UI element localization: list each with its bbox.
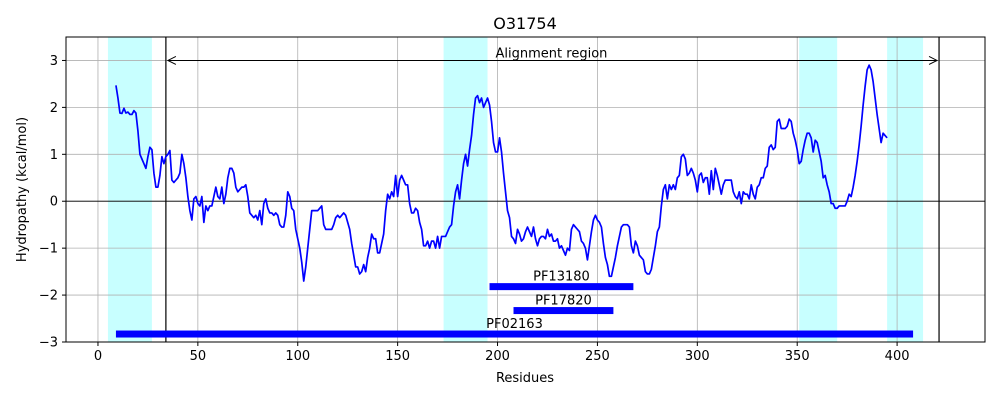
x-tick-label: 50: [190, 349, 207, 364]
alignment-label: Alignment region: [496, 46, 608, 61]
shaded-regions: [107, 37, 924, 342]
y-axis-label: Hydropathy (kcal/mol): [15, 117, 30, 262]
shaded-region-3: [799, 37, 838, 342]
shaded-region-4: [887, 37, 924, 342]
alignment-arrow-head-left: [166, 56, 177, 65]
x-tick-label: 300: [685, 349, 710, 364]
hydropathy-line: [115, 64, 888, 282]
y-tick-label: 0: [50, 195, 58, 210]
domain-label-pf17820: PF17820: [535, 294, 592, 309]
alignment-bounds: [165, 37, 940, 342]
y-tick-label: −2: [39, 289, 58, 304]
x-tick-label: 100: [285, 349, 310, 364]
x-tick-label: 0: [94, 349, 102, 364]
series-layer: [115, 64, 888, 282]
alignment-arrow-head-right: [928, 56, 939, 65]
x-tick-label: 400: [885, 349, 910, 364]
y-tick-label: 2: [50, 101, 58, 116]
domain-label-pf13180: PF13180: [533, 270, 590, 285]
domain-label-pf02163: PF02163: [486, 317, 543, 332]
y-tick-label: −1: [39, 242, 58, 257]
domain-bar-pf13180: [489, 283, 634, 291]
x-tick-label: 250: [585, 349, 610, 364]
x-tick-label: 200: [485, 349, 510, 364]
domain-bars: PF13180 PF17820 PF02163: [115, 270, 914, 338]
annotations: Alignment region: [166, 46, 939, 65]
chart-title: O31754: [493, 14, 557, 33]
x-axis-label: Residues: [496, 371, 554, 386]
axis-ticks: 0 50 100 150 200 250 300 350 400 −3 −2 −1 0 1 2 3: [39, 54, 910, 364]
plot-frame: [65, 36, 986, 343]
domain-bar-pf17820: [513, 307, 614, 315]
y-tick-label: 1: [50, 148, 58, 163]
domain-bar-pf02163: [115, 330, 914, 338]
shaded-region-2: [443, 37, 488, 342]
y-tick-label: −3: [39, 336, 58, 351]
shaded-region-1: [107, 37, 152, 342]
y-tick-label: 3: [50, 54, 58, 69]
x-tick-label: 150: [385, 349, 410, 364]
x-tick-label: 350: [785, 349, 810, 364]
